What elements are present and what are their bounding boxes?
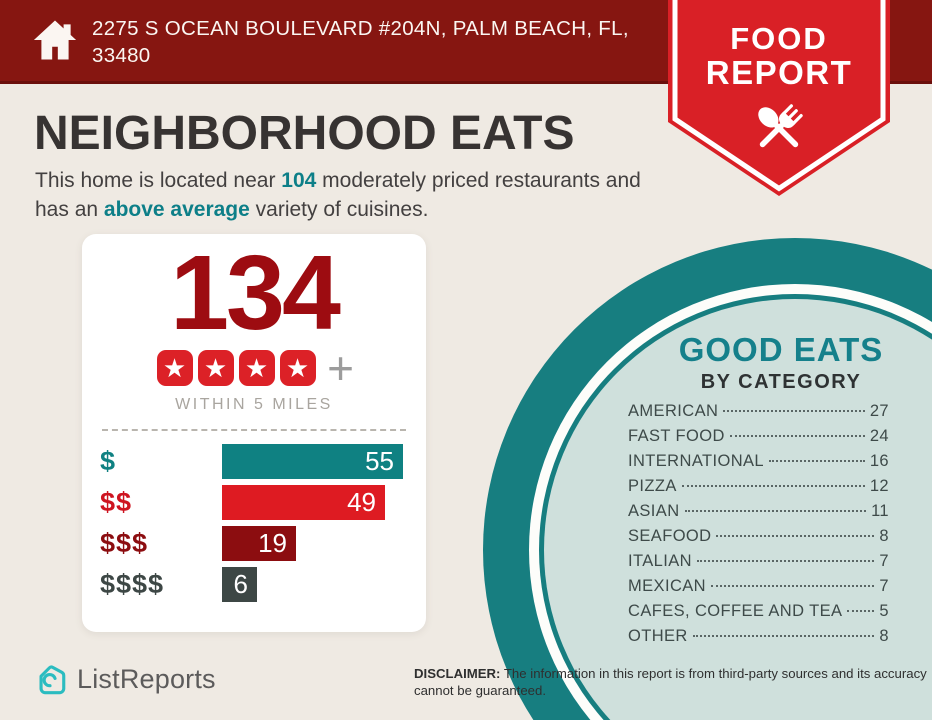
category-row: FAST FOOD 24 bbox=[628, 427, 889, 452]
restaurant-stats-card: 134 ★ ★ ★ ★ + WITHIN 5 MILES $55 $$ 49 $$$ 19 $$… bbox=[82, 234, 426, 632]
category-label: CAFES, COFFEE AND TEA bbox=[628, 602, 843, 620]
price-bar: 55 bbox=[222, 444, 403, 479]
dotted-leader bbox=[684, 510, 867, 512]
category-count: 16 bbox=[869, 452, 889, 470]
category-count: 24 bbox=[869, 427, 889, 445]
category-count: 5 bbox=[879, 602, 889, 620]
summary-sentence: This home is located near 104 moderately… bbox=[35, 167, 653, 224]
category-row: INTERNATIONAL 16 bbox=[628, 452, 889, 477]
category-label: PIZZA bbox=[628, 477, 677, 495]
plus-sign: + bbox=[327, 342, 354, 394]
dotted-leader bbox=[729, 435, 865, 437]
stars-row: ★ ★ ★ ★ + bbox=[82, 342, 426, 394]
dotted-leader bbox=[723, 410, 865, 412]
radius-caption: WITHIN 5 MILES bbox=[175, 396, 333, 413]
food-report-badge: FOOD REPORT bbox=[668, 0, 890, 196]
star-rating: ★ ★ ★ ★ bbox=[154, 350, 318, 386]
variety-highlight: above average bbox=[103, 197, 250, 221]
spoon-fork-icon bbox=[758, 104, 803, 148]
restaurant-count-highlight: 104 bbox=[281, 169, 317, 192]
category-label: FAST FOOD bbox=[628, 427, 725, 445]
category-count: 7 bbox=[879, 552, 889, 570]
category-list: AMERICAN 27 FAST FOOD 24 INTERNATIONAL 16 PIZZ… bbox=[628, 402, 889, 652]
price-bar-value: 6 bbox=[233, 569, 248, 599]
price-bar-row: $55 bbox=[100, 444, 426, 479]
category-label: MEXICAN bbox=[628, 577, 706, 595]
price-bar-row: $$$$ 6 bbox=[100, 567, 426, 602]
price-tier-label: $$$ bbox=[100, 528, 149, 558]
price-bar-value: 19 bbox=[258, 528, 287, 558]
price-tier-label: $$$$ bbox=[100, 569, 165, 599]
category-count: 7 bbox=[879, 577, 889, 595]
good-eats-title: GOOD EATS bbox=[678, 331, 884, 368]
category-row: ASIAN 11 bbox=[628, 502, 889, 527]
category-label: ASIAN bbox=[628, 502, 680, 520]
disclaimer-label: DISCLAIMER: bbox=[414, 666, 501, 681]
listreports-brand: ListReports bbox=[31, 660, 216, 698]
dotted-leader bbox=[681, 485, 865, 487]
price-bar-chart: $55 $$ 49 $$$ 19 $$$$ 6 bbox=[82, 444, 426, 602]
dotted-leader bbox=[769, 460, 865, 462]
summary-mid: moderately priced restaurants and has an bbox=[35, 169, 641, 221]
price-bar-row: $$$ 19 bbox=[100, 526, 426, 561]
category-row: PIZZA 12 bbox=[628, 477, 889, 502]
price-bar: 19 bbox=[222, 526, 296, 561]
price-bar-value: 55 bbox=[365, 446, 394, 476]
star-icon: ★ bbox=[156, 350, 193, 386]
category-count: 8 bbox=[879, 527, 889, 545]
category-row: ITALIAN 7 bbox=[628, 552, 889, 577]
category-label: SEAFOOD bbox=[628, 527, 712, 545]
category-label: ITALIAN bbox=[628, 552, 692, 570]
star-icon: ★ bbox=[279, 350, 316, 386]
price-bar-value: 49 bbox=[347, 487, 376, 517]
category-row: CAFES, COFFEE AND TEA 5 bbox=[628, 602, 889, 627]
dotted-leader bbox=[847, 610, 875, 612]
category-count: 27 bbox=[869, 402, 889, 420]
property-address: 2275 S OCEAN BOULEVARD #204N, PALM BEACH… bbox=[92, 17, 629, 67]
star-icon: ★ bbox=[197, 350, 234, 386]
price-bar: 49 bbox=[222, 485, 385, 520]
badge-pennant-shape bbox=[668, 0, 890, 196]
category-row: SEAFOOD 8 bbox=[628, 527, 889, 552]
badge-title-line1: FOOD bbox=[730, 21, 828, 56]
category-label: INTERNATIONAL bbox=[628, 452, 764, 470]
listreports-wordmark: ListReports bbox=[77, 663, 216, 694]
disclaimer-text: The information in this report is from t… bbox=[414, 666, 927, 698]
listreports-logo-icon bbox=[39, 665, 66, 695]
summary-pre: This home is located near bbox=[35, 169, 282, 192]
category-row: MEXICAN 7 bbox=[628, 577, 889, 602]
good-eats-header: GOOD EATS BY CATEGORY bbox=[616, 332, 932, 394]
disclaimer: DISCLAIMER: The information in this repo… bbox=[414, 665, 928, 699]
category-count: 11 bbox=[871, 502, 889, 520]
badge-title-line2: REPORT bbox=[705, 54, 853, 91]
price-bar-row: $$ 49 bbox=[100, 485, 426, 520]
restaurant-total-count: 134 bbox=[170, 234, 341, 352]
category-count: 12 bbox=[869, 477, 889, 495]
good-eats-subtitle: BY CATEGORY bbox=[700, 371, 862, 393]
dotted-leader bbox=[716, 535, 875, 537]
page-title: NEIGHBORHOOD EATS bbox=[34, 107, 575, 160]
category-count: 8 bbox=[879, 627, 889, 645]
house-icon bbox=[33, 20, 77, 60]
price-tier-label: $$ bbox=[100, 487, 133, 517]
category-label: AMERICAN bbox=[628, 402, 719, 420]
category-label: OTHER bbox=[628, 627, 688, 645]
category-row: OTHER 8 bbox=[628, 627, 889, 652]
badge-title: FOOD REPORT bbox=[668, 22, 890, 90]
category-row: AMERICAN 27 bbox=[628, 402, 889, 427]
dashed-divider bbox=[102, 429, 406, 431]
dotted-leader bbox=[710, 585, 875, 587]
summary-post: variety of cuisines. bbox=[249, 197, 429, 221]
star-icon: ★ bbox=[238, 350, 275, 386]
price-bar: 6 bbox=[222, 567, 257, 602]
dotted-leader bbox=[692, 635, 875, 637]
dotted-leader bbox=[696, 560, 875, 562]
price-tier-label: $ bbox=[100, 446, 117, 476]
